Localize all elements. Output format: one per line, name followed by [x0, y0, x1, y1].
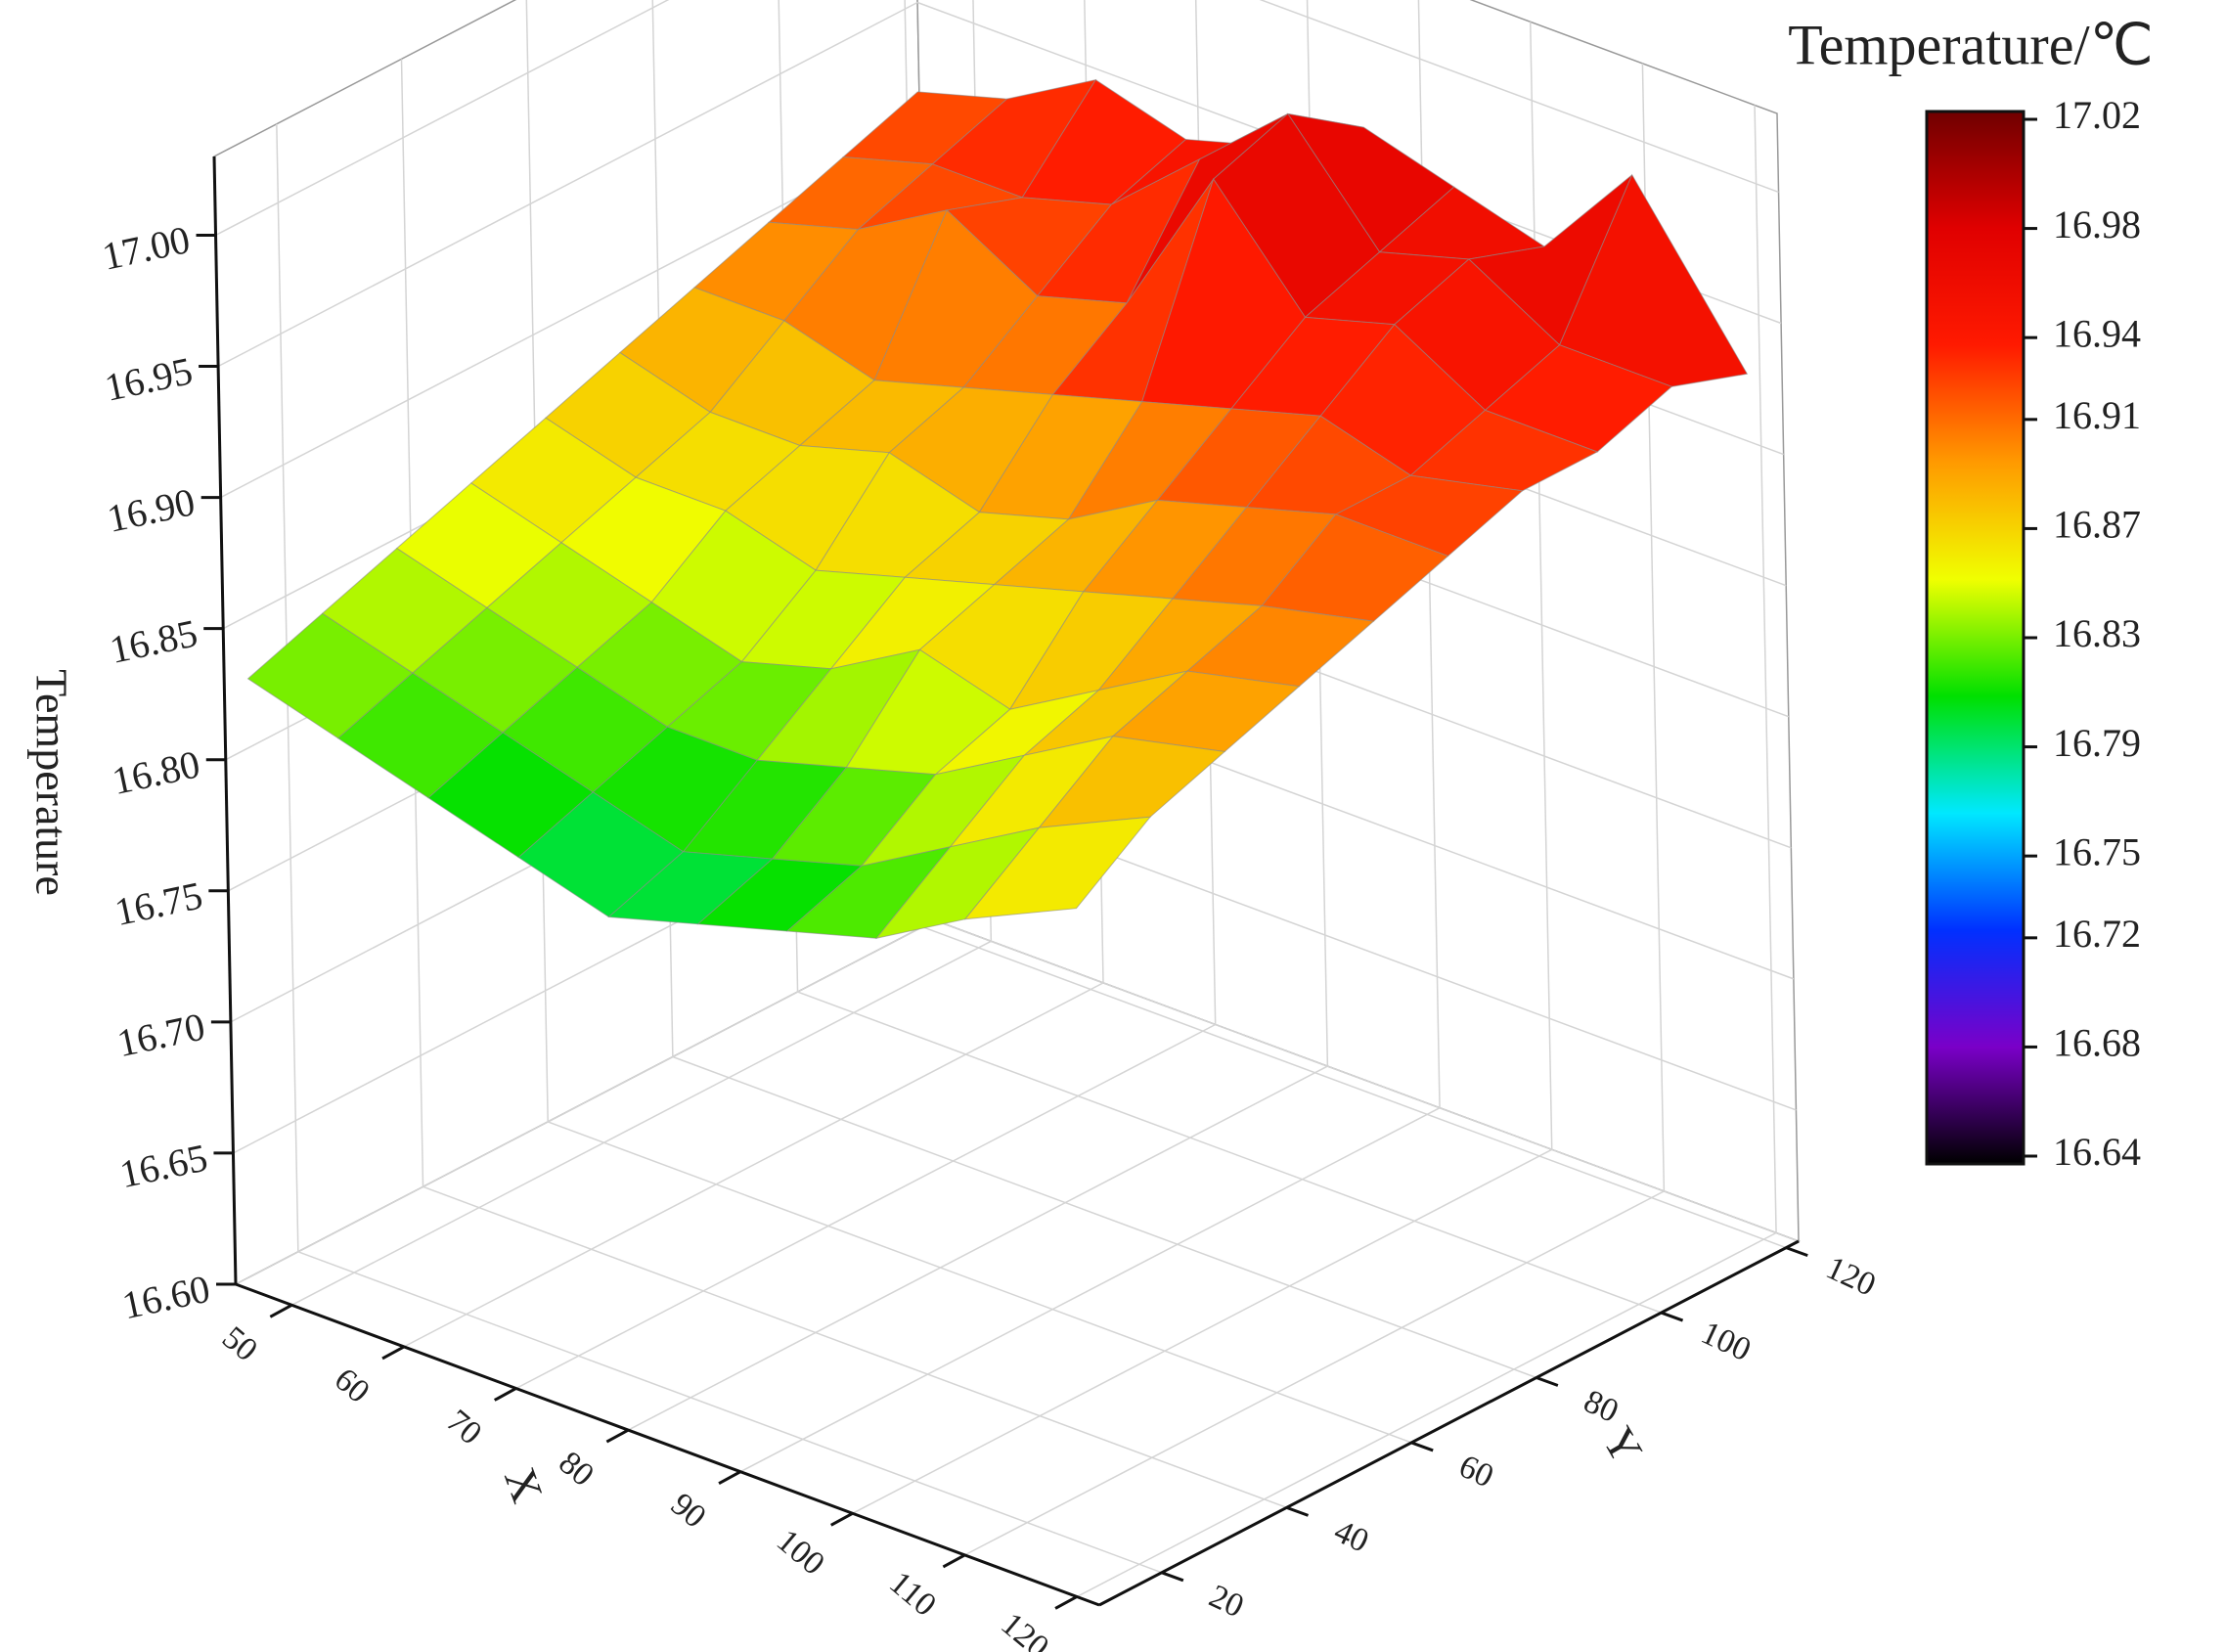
z-tick-label: 16.80	[109, 741, 203, 803]
colorbar-tick-label: 16.64	[2053, 1130, 2141, 1174]
grid-line	[964, 1190, 1665, 1556]
y-tick-label: 80	[1579, 1383, 1624, 1430]
grid-line	[921, 925, 1787, 1249]
colorbar-tick-label: 17.02	[2053, 93, 2141, 137]
colorbar-tick-label: 16.79	[2053, 721, 2141, 765]
y-tick	[1161, 1571, 1184, 1583]
z-tick-label: 16.65	[115, 1136, 210, 1197]
x-tick-label: 50	[215, 1319, 264, 1368]
colorbar-tick-label: 16.68	[2053, 1021, 2141, 1065]
y-tick	[1785, 1246, 1808, 1258]
grid-line	[403, 982, 1104, 1348]
grid-line	[672, 1055, 1537, 1379]
grid-line	[235, 919, 936, 1285]
colorbar-tick-label: 16.87	[2053, 503, 2141, 547]
y-axis	[1098, 1239, 1800, 1607]
z-tick-label: 16.60	[118, 1267, 213, 1328]
z-tick-label: 16.90	[104, 479, 199, 541]
z-tick-label: 16.85	[106, 610, 200, 672]
y-tick-label: 120	[1820, 1250, 1881, 1304]
z-axis-title: Temperature	[26, 669, 76, 896]
y-tick-label: 100	[1696, 1315, 1757, 1368]
x-axis	[235, 1282, 1100, 1607]
y-tick-label: 20	[1204, 1578, 1249, 1625]
x-tick	[1054, 1595, 1078, 1610]
x-tick-label: 110	[882, 1565, 943, 1624]
colorbar	[1925, 110, 2026, 1166]
colorbar-tick-label: 16.72	[2053, 912, 2141, 956]
x-tick	[493, 1387, 517, 1402]
x-tick-label: 120	[994, 1606, 1055, 1652]
x-tick-label: 80	[552, 1445, 601, 1494]
grid-line	[215, 0, 670, 237]
x-tick	[269, 1303, 293, 1318]
z-tick-label: 16.75	[111, 872, 205, 934]
z-tick-label: 17.00	[99, 217, 194, 279]
colorbar-tick-label: 16.98	[2053, 202, 2141, 246]
y-tick	[1661, 1311, 1684, 1322]
grid-line	[547, 1121, 1412, 1444]
grid-line	[515, 1023, 1217, 1390]
y-tick	[1286, 1505, 1310, 1517]
grid-line	[852, 1148, 1553, 1514]
grid-line	[934, 919, 1800, 1242]
grid-line	[739, 1107, 1441, 1473]
z-tick-label: 16.95	[101, 348, 196, 410]
grid-line	[297, 1251, 1163, 1574]
x-axis-title: X	[495, 1461, 553, 1509]
x-tick-label: 60	[328, 1362, 377, 1410]
y-tick	[1410, 1441, 1434, 1452]
colorbar-tick-label: 16.83	[2053, 611, 2141, 655]
y-tick-label: 60	[1453, 1449, 1498, 1496]
grid-line	[423, 1185, 1287, 1509]
surface-cell	[963, 816, 1152, 920]
grid-line	[1076, 1231, 1777, 1598]
x-tick	[829, 1511, 854, 1527]
colorbar-tick-label: 16.91	[2053, 393, 2141, 437]
grid-line	[1529, 22, 1553, 1150]
y-tick-label: 40	[1328, 1513, 1373, 1560]
x-tick	[942, 1553, 966, 1569]
colorbar-tick-label: 16.75	[2053, 829, 2141, 873]
y-tick	[1536, 1376, 1559, 1387]
grid-line	[628, 1065, 1328, 1431]
x-tick-label: 90	[664, 1487, 713, 1536]
colorbar-tick-label: 16.94	[2053, 311, 2141, 355]
x-tick	[718, 1470, 741, 1486]
grid-line	[797, 991, 1662, 1314]
x-tick-label: 100	[770, 1523, 831, 1583]
z-axis	[212, 156, 238, 1285]
grid-line	[1259, 0, 1779, 194]
x-tick	[605, 1428, 630, 1444]
grid-line	[290, 940, 992, 1306]
grid-line	[217, 1, 918, 368]
x-tick-label: 70	[440, 1403, 489, 1451]
x-tick	[381, 1345, 405, 1361]
z-tick-label: 16.70	[113, 1004, 208, 1065]
grid-line	[1754, 105, 1777, 1233]
colorbar-title: Temperature/℃	[1788, 13, 2153, 76]
